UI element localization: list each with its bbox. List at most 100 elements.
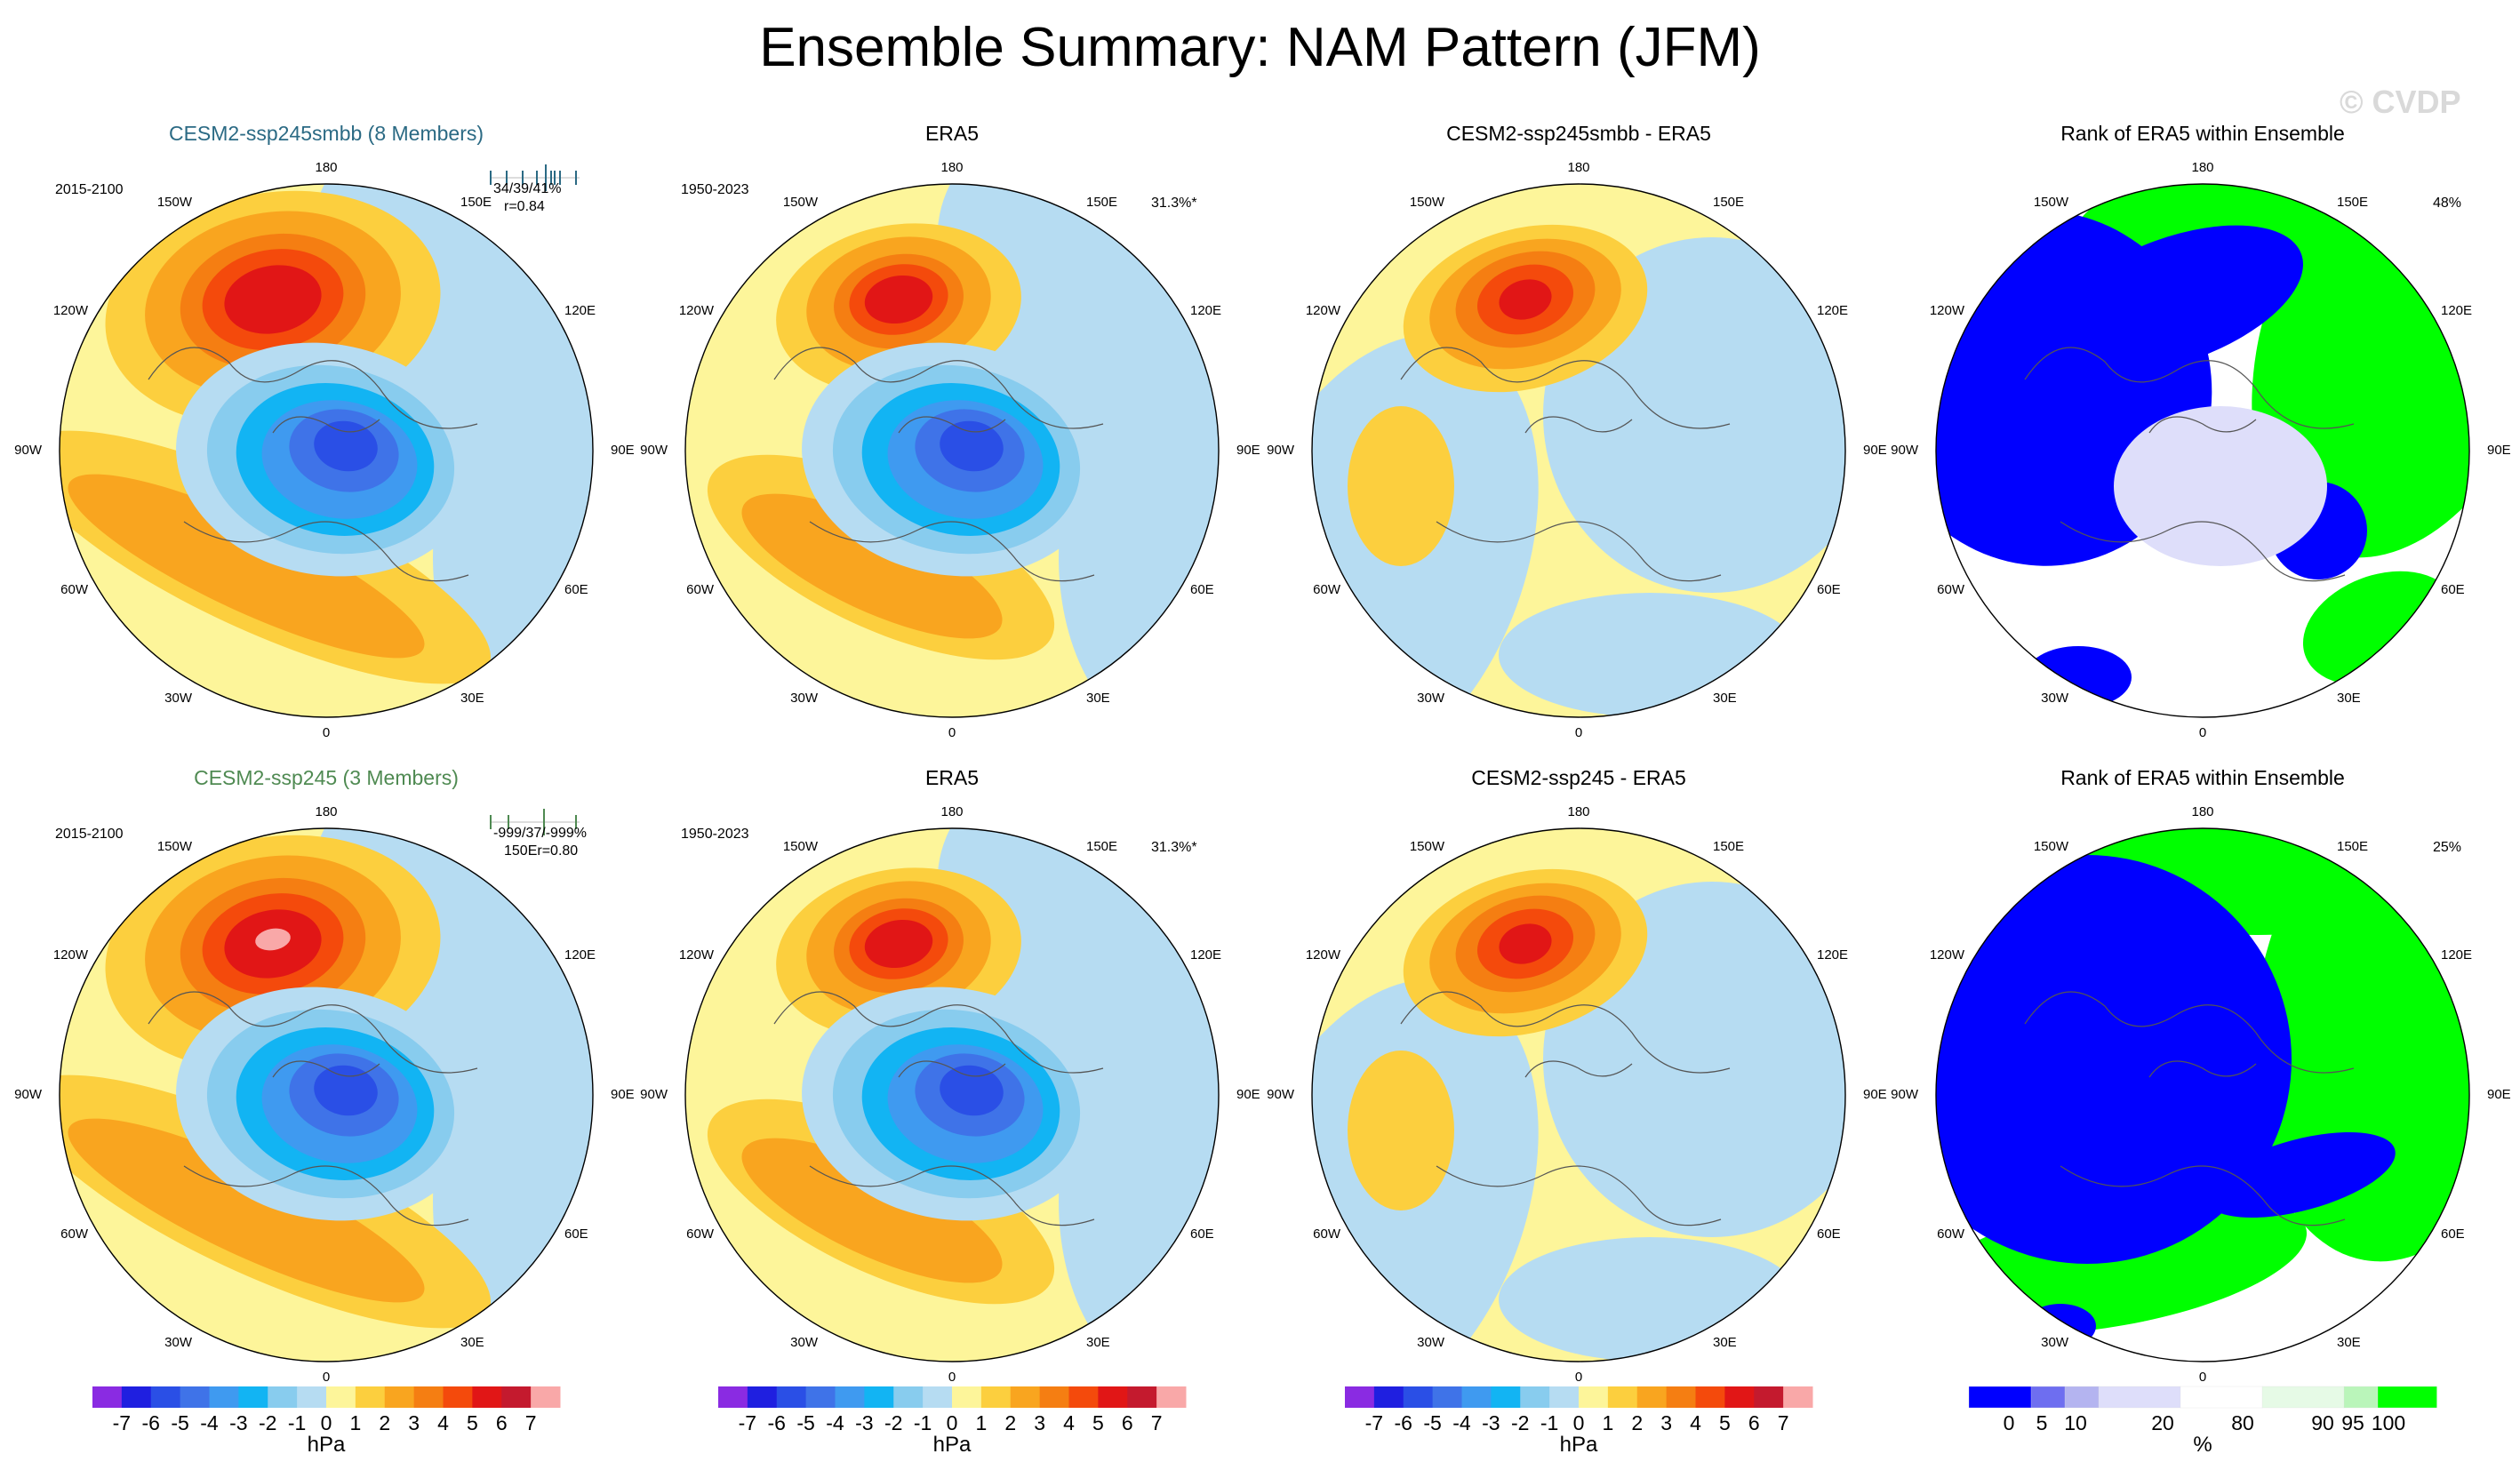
colorbar-tick-label: 100: [2371, 1411, 2406, 1434]
colorbar-tick-label: 5: [1092, 1411, 1104, 1434]
colorbar-swatch: [2098, 1386, 2181, 1409]
lon-label-180: 180: [315, 804, 338, 819]
colorbar-swatch: [835, 1386, 865, 1408]
colorbar-unit: hPa: [1559, 1433, 1598, 1457]
lon-label-120W: 120W: [1305, 303, 1340, 318]
lon-label-180: 180: [315, 160, 338, 175]
colorbar-tick-label: -4: [200, 1411, 219, 1434]
colorbar-swatch: [1068, 1386, 1099, 1408]
colorbar-swatch: [1724, 1386, 1755, 1408]
colorbar-swatch: [501, 1386, 532, 1408]
colorbar-swatch: [980, 1386, 1012, 1408]
colorbar-swatch: [2261, 1386, 2345, 1409]
colorbar-swatch: [1968, 1386, 2032, 1409]
orange-band-inner: [741, 1138, 1003, 1283]
colorbar-tick-label: -4: [826, 1411, 844, 1434]
lon-label-90W: 90W: [14, 1087, 42, 1102]
negative-anomaly-south: [1499, 593, 1801, 717]
coastline: [1400, 347, 1731, 582]
field-5: [685, 828, 1219, 1362]
pattern-corr-r2c1: 150Er=0.80: [504, 843, 579, 859]
field-4: [60, 828, 593, 1362]
colorbar-swatch: [1156, 1386, 1187, 1408]
lon-label-120E: 120E: [564, 303, 596, 318]
panel-title-r1c1: CESM2-ssp245smbb (8 Members): [168, 122, 484, 145]
lon-label-150E: 150E: [1086, 195, 1118, 210]
lon-label-120E: 120E: [2441, 303, 2473, 318]
panel-title-r2c3: CESM2-ssp245 - ERA5: [1471, 766, 1686, 789]
pattern-stats-r1c1: 34/39/41%: [493, 181, 562, 196]
light-blue-region-ne: [937, 828, 1219, 1092]
colorbar-swatch: [1549, 1386, 1580, 1408]
lon-label-60E: 60E: [1817, 582, 1841, 597]
panel-r1c1: [59, 164, 594, 718]
arctic-low-core: [940, 420, 1004, 472]
colorbar-swatch: [2030, 1386, 2066, 1409]
colorbar-tick-label: -3: [855, 1411, 874, 1434]
lon-label-120E: 120E: [564, 947, 596, 963]
lon-label-0: 0: [948, 725, 956, 740]
coastline: [1400, 991, 1731, 1226]
colorbar-tick-label: 90: [2311, 1411, 2334, 1434]
colorbar-swatch: [1607, 1386, 1638, 1408]
pacific-ridge-core: [864, 919, 933, 969]
colorbar-swatch: [776, 1386, 807, 1408]
orange-band-inner: [741, 493, 1003, 639]
lon-label-120E: 120E: [1817, 947, 1849, 963]
colorbar-tick-label: 5: [1718, 1411, 1731, 1434]
lon-label-90E: 90E: [1863, 1087, 1887, 1102]
lon-label-150W: 150W: [156, 195, 192, 210]
colorbar-tick-label: -5: [171, 1411, 189, 1434]
negative-anomaly-south: [1499, 1237, 1801, 1362]
lon-label-120W: 120W: [52, 303, 88, 318]
colorbar-tick-label: -5: [1423, 1411, 1442, 1434]
lon-label-90E: 90E: [2487, 1087, 2511, 1102]
percent-label-r1c4: 48%: [2433, 196, 2462, 211]
colorbar-swatch: [443, 1386, 473, 1408]
lon-label-150W: 150W: [2033, 839, 2068, 854]
map-boundary: [59, 183, 594, 718]
lon-label-60E: 60E: [2441, 1226, 2465, 1242]
lon-label-60W: 60W: [60, 582, 88, 597]
pacific-ridge-core: [224, 265, 322, 334]
colorbar-tick-label: 6: [1748, 1411, 1760, 1434]
colorbar-swatch: [413, 1386, 444, 1408]
panel-r1c3: [1311, 183, 1846, 718]
lon-label-60E: 60E: [1190, 1226, 1214, 1242]
lon-label-60W: 60W: [1313, 1226, 1340, 1242]
colorbar-tick-label: -1: [913, 1411, 932, 1434]
lon-label-30W: 30W: [2041, 691, 2068, 706]
colorbar-tick-label: -7: [1364, 1411, 1384, 1434]
lon-label-90W: 90W: [1891, 443, 1918, 458]
hpa-colorbar-1: [718, 1386, 1187, 1408]
colorbar-swatch: [1432, 1386, 1462, 1408]
lon-label-120W: 120W: [1929, 947, 1964, 963]
colorbar-swatch: [2064, 1386, 2100, 1409]
colorbar-swatch: [1010, 1386, 1041, 1408]
period-label-r2c1: 2015-2100: [55, 827, 124, 842]
colorbar-swatch: [1579, 1386, 1609, 1408]
lon-label-90W: 90W: [1267, 443, 1294, 458]
colorbar-tick-label: -3: [1482, 1411, 1500, 1434]
colorbar-swatch: [1520, 1386, 1550, 1408]
colorbar-tick-label: -1: [287, 1411, 307, 1434]
colorbar-swatch: [747, 1386, 778, 1408]
positive-anomaly-west: [1348, 406, 1454, 566]
lon-label-90W: 90W: [1891, 1087, 1918, 1102]
panel-r2c4: [1935, 827, 2470, 1362]
lon-label-0: 0: [1574, 725, 1583, 740]
lon-label-150E: 150E: [2337, 195, 2369, 210]
lon-label-90E: 90E: [2487, 443, 2511, 458]
lon-label-90E: 90E: [1863, 443, 1887, 458]
colorbar-swatch: [121, 1386, 152, 1408]
colorbar-tick-label: 20: [2151, 1411, 2174, 1434]
colorbar-tick-label: -7: [738, 1411, 757, 1434]
lon-label-90E: 90E: [611, 1087, 635, 1102]
colorbar-tick-label: -3: [229, 1411, 248, 1434]
lon-label-120W: 120W: [52, 947, 88, 963]
map-boundary: [684, 183, 1220, 718]
lon-label-120E: 120E: [1190, 947, 1222, 963]
positive-anomaly-west: [1348, 1051, 1454, 1210]
lon-label-60E: 60E: [1190, 582, 1214, 597]
colorbar-swatch: [1373, 1386, 1404, 1408]
